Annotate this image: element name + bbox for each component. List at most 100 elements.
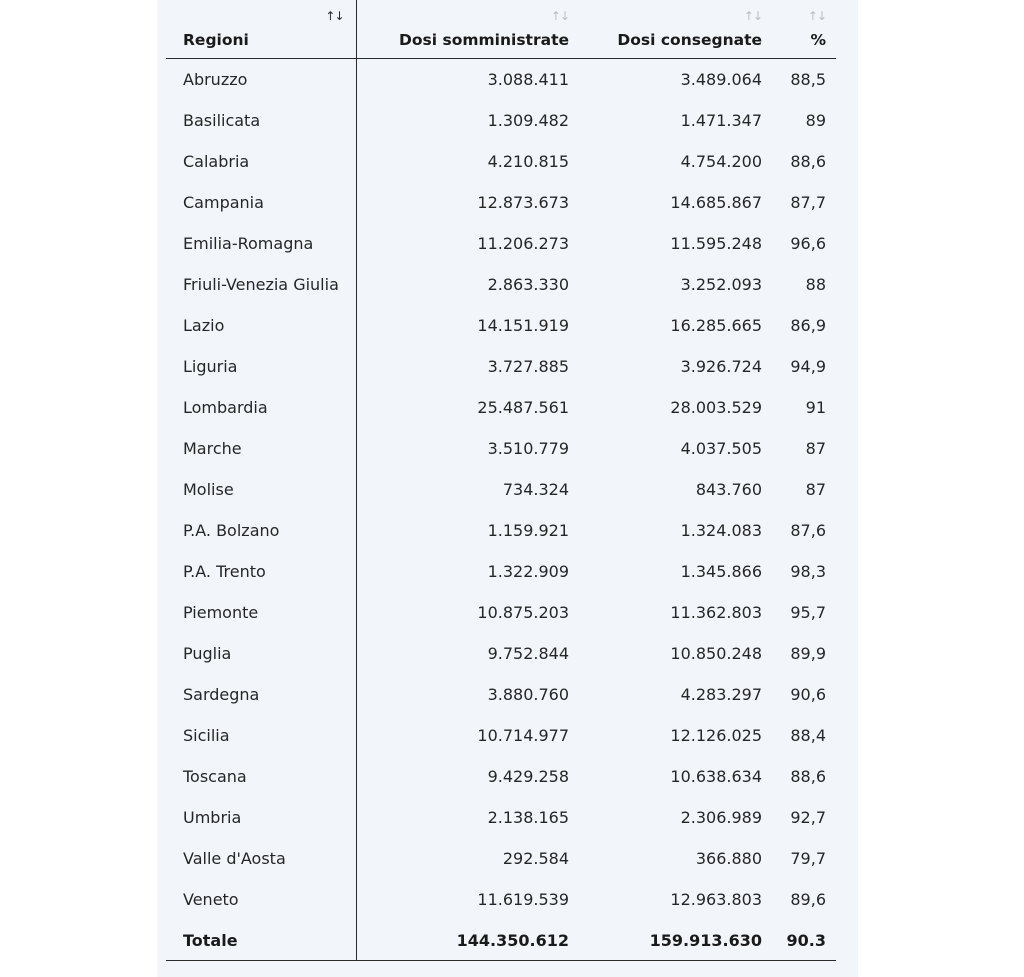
administered-cell: 4.210.815 <box>487 152 569 171</box>
delivered-cell: 12.126.025 <box>670 726 762 745</box>
column-header-dosi-somministrate[interactable]: ↑↓ Dosi somministrate <box>356 0 579 59</box>
delivered-cell: 28.003.529 <box>670 398 762 417</box>
administered-cell: 10.875.203 <box>477 603 569 622</box>
percent-cell: 87 <box>805 439 826 458</box>
administered-cell: 3.088.411 <box>487 70 569 89</box>
region-cell: Toscana <box>166 756 357 797</box>
delivered-cell: 3.252.093 <box>680 275 762 294</box>
delivered-cell: 3.926.724 <box>680 357 762 376</box>
percent-cell: 91 <box>805 398 826 417</box>
region-cell: Umbria <box>166 797 357 838</box>
table-row: Basilicata 1.309.482 1.471.347 89 <box>166 100 836 141</box>
total-delivered: 159.913.630 <box>579 920 772 961</box>
region-cell: Liguria <box>166 346 357 387</box>
percent-cell: 88 <box>805 275 826 294</box>
table-row: Toscana 9.429.258 10.638.634 88,6 <box>166 756 836 797</box>
region-cell: P.A. Trento <box>166 551 357 592</box>
delivered-cell: 10.638.634 <box>670 767 762 786</box>
delivered-cell: 16.285.665 <box>670 316 762 335</box>
delivered-cell: 4.754.200 <box>680 152 762 171</box>
column-header-label: Dosi consegnate <box>617 31 762 49</box>
percent-cell: 95,7 <box>790 603 826 622</box>
region-cell: P.A. Bolzano <box>166 510 357 551</box>
column-header-percent[interactable]: ↑↓ % <box>772 0 836 59</box>
sort-arrows-icon[interactable]: ↑↓ <box>325 9 344 23</box>
table-row: Piemonte 10.875.203 11.362.803 95,7 <box>166 592 836 633</box>
percent-cell: 88,6 <box>790 767 826 786</box>
administered-cell: 3.880.760 <box>487 685 569 704</box>
table-row: Marche 3.510.779 4.037.505 87 <box>166 428 836 469</box>
header-row: ↑↓ Regioni ↑↓ Dosi somministrate ↑↓ Dosi… <box>166 0 836 59</box>
sort-arrows-icon[interactable]: ↑↓ <box>807 9 827 23</box>
administered-cell: 292.584 <box>502 849 569 868</box>
percent-cell: 96,6 <box>790 234 826 253</box>
region-cell: Abruzzo <box>166 58 357 100</box>
delivered-cell: 366.880 <box>695 849 762 868</box>
administered-cell: 10.714.977 <box>477 726 569 745</box>
total-row: Totale 144.350.612 159.913.630 90.3 <box>166 920 836 961</box>
table-row: Emilia-Romagna 11.206.273 11.595.248 96,6 <box>166 223 836 264</box>
table-row: Calabria 4.210.815 4.754.200 88,6 <box>166 141 836 182</box>
table-row: P.A. Trento 1.322.909 1.345.866 98,3 <box>166 551 836 592</box>
region-cell: Puglia <box>166 633 357 674</box>
vaccine-doses-table: ↑↓ Regioni ↑↓ Dosi somministrate ↑↓ Dosi… <box>166 0 836 961</box>
percent-cell: 89,6 <box>790 890 826 909</box>
sort-arrows-icon[interactable]: ↑↓ <box>550 9 570 23</box>
percent-cell: 90,6 <box>790 685 826 704</box>
column-header-regioni[interactable]: ↑↓ Regioni <box>166 0 357 59</box>
table-row: P.A. Bolzano 1.159.921 1.324.083 87,6 <box>166 510 836 551</box>
delivered-cell: 14.685.867 <box>670 193 762 212</box>
percent-cell: 92,7 <box>790 808 826 827</box>
region-cell: Sardegna <box>166 674 357 715</box>
delivered-cell: 11.362.803 <box>670 603 762 622</box>
region-cell: Emilia-Romagna <box>166 223 357 264</box>
table-header: ↑↓ Regioni ↑↓ Dosi somministrate ↑↓ Dosi… <box>166 0 836 59</box>
delivered-cell: 12.963.803 <box>670 890 762 909</box>
administered-cell: 2.138.165 <box>487 808 569 827</box>
delivered-cell: 2.306.989 <box>680 808 762 827</box>
region-cell: Campania <box>166 182 357 223</box>
administered-cell: 11.619.539 <box>477 890 569 909</box>
table-row: Abruzzo 3.088.411 3.489.064 88,5 <box>166 58 836 100</box>
table-row: Umbria 2.138.165 2.306.989 92,7 <box>166 797 836 838</box>
administered-cell: 9.429.258 <box>487 767 569 786</box>
region-cell: Piemonte <box>166 592 357 633</box>
table-footer: Totale 144.350.612 159.913.630 90.3 <box>166 920 836 961</box>
table-row: Valle d'Aosta 292.584 366.880 79,7 <box>166 838 836 879</box>
administered-cell: 12.873.673 <box>477 193 569 212</box>
administered-cell: 734.324 <box>502 480 569 499</box>
delivered-cell: 4.037.505 <box>680 439 762 458</box>
percent-cell: 88,4 <box>790 726 826 745</box>
region-cell: Sicilia <box>166 715 357 756</box>
administered-cell: 1.159.921 <box>487 521 569 540</box>
delivered-cell: 1.345.866 <box>680 562 762 581</box>
administered-cell: 3.727.885 <box>487 357 569 376</box>
region-cell: Lombardia <box>166 387 357 428</box>
percent-cell: 86,9 <box>790 316 826 335</box>
percent-cell: 89 <box>805 111 826 130</box>
administered-cell: 2.863.330 <box>487 275 569 294</box>
percent-cell: 87 <box>805 480 826 499</box>
percent-cell: 94,9 <box>790 357 826 376</box>
region-cell: Calabria <box>166 141 357 182</box>
total-label: Totale <box>166 920 357 961</box>
region-cell: Basilicata <box>166 100 357 141</box>
region-cell: Veneto <box>166 879 357 920</box>
delivered-cell: 1.324.083 <box>680 521 762 540</box>
percent-cell: 79,7 <box>790 849 826 868</box>
table-row: Campania 12.873.673 14.685.867 87,7 <box>166 182 836 223</box>
percent-cell: 87,7 <box>790 193 826 212</box>
column-header-label: % <box>810 31 826 49</box>
sort-arrows-icon[interactable]: ↑↓ <box>743 9 763 23</box>
percent-cell: 87,6 <box>790 521 826 540</box>
administered-cell: 3.510.779 <box>487 439 569 458</box>
column-header-dosi-consegnate[interactable]: ↑↓ Dosi consegnate <box>579 0 772 59</box>
table-row: Lazio 14.151.919 16.285.665 86,9 <box>166 305 836 346</box>
total-percent: 90.3 <box>772 920 836 961</box>
administered-cell: 1.322.909 <box>487 562 569 581</box>
delivered-cell: 1.471.347 <box>680 111 762 130</box>
delivered-cell: 10.850.248 <box>670 644 762 663</box>
table-row: Sicilia 10.714.977 12.126.025 88,4 <box>166 715 836 756</box>
column-header-label: Dosi somministrate <box>399 31 569 49</box>
table-body: Abruzzo 3.088.411 3.489.064 88,5 Basilicata 1… <box>166 58 836 920</box>
